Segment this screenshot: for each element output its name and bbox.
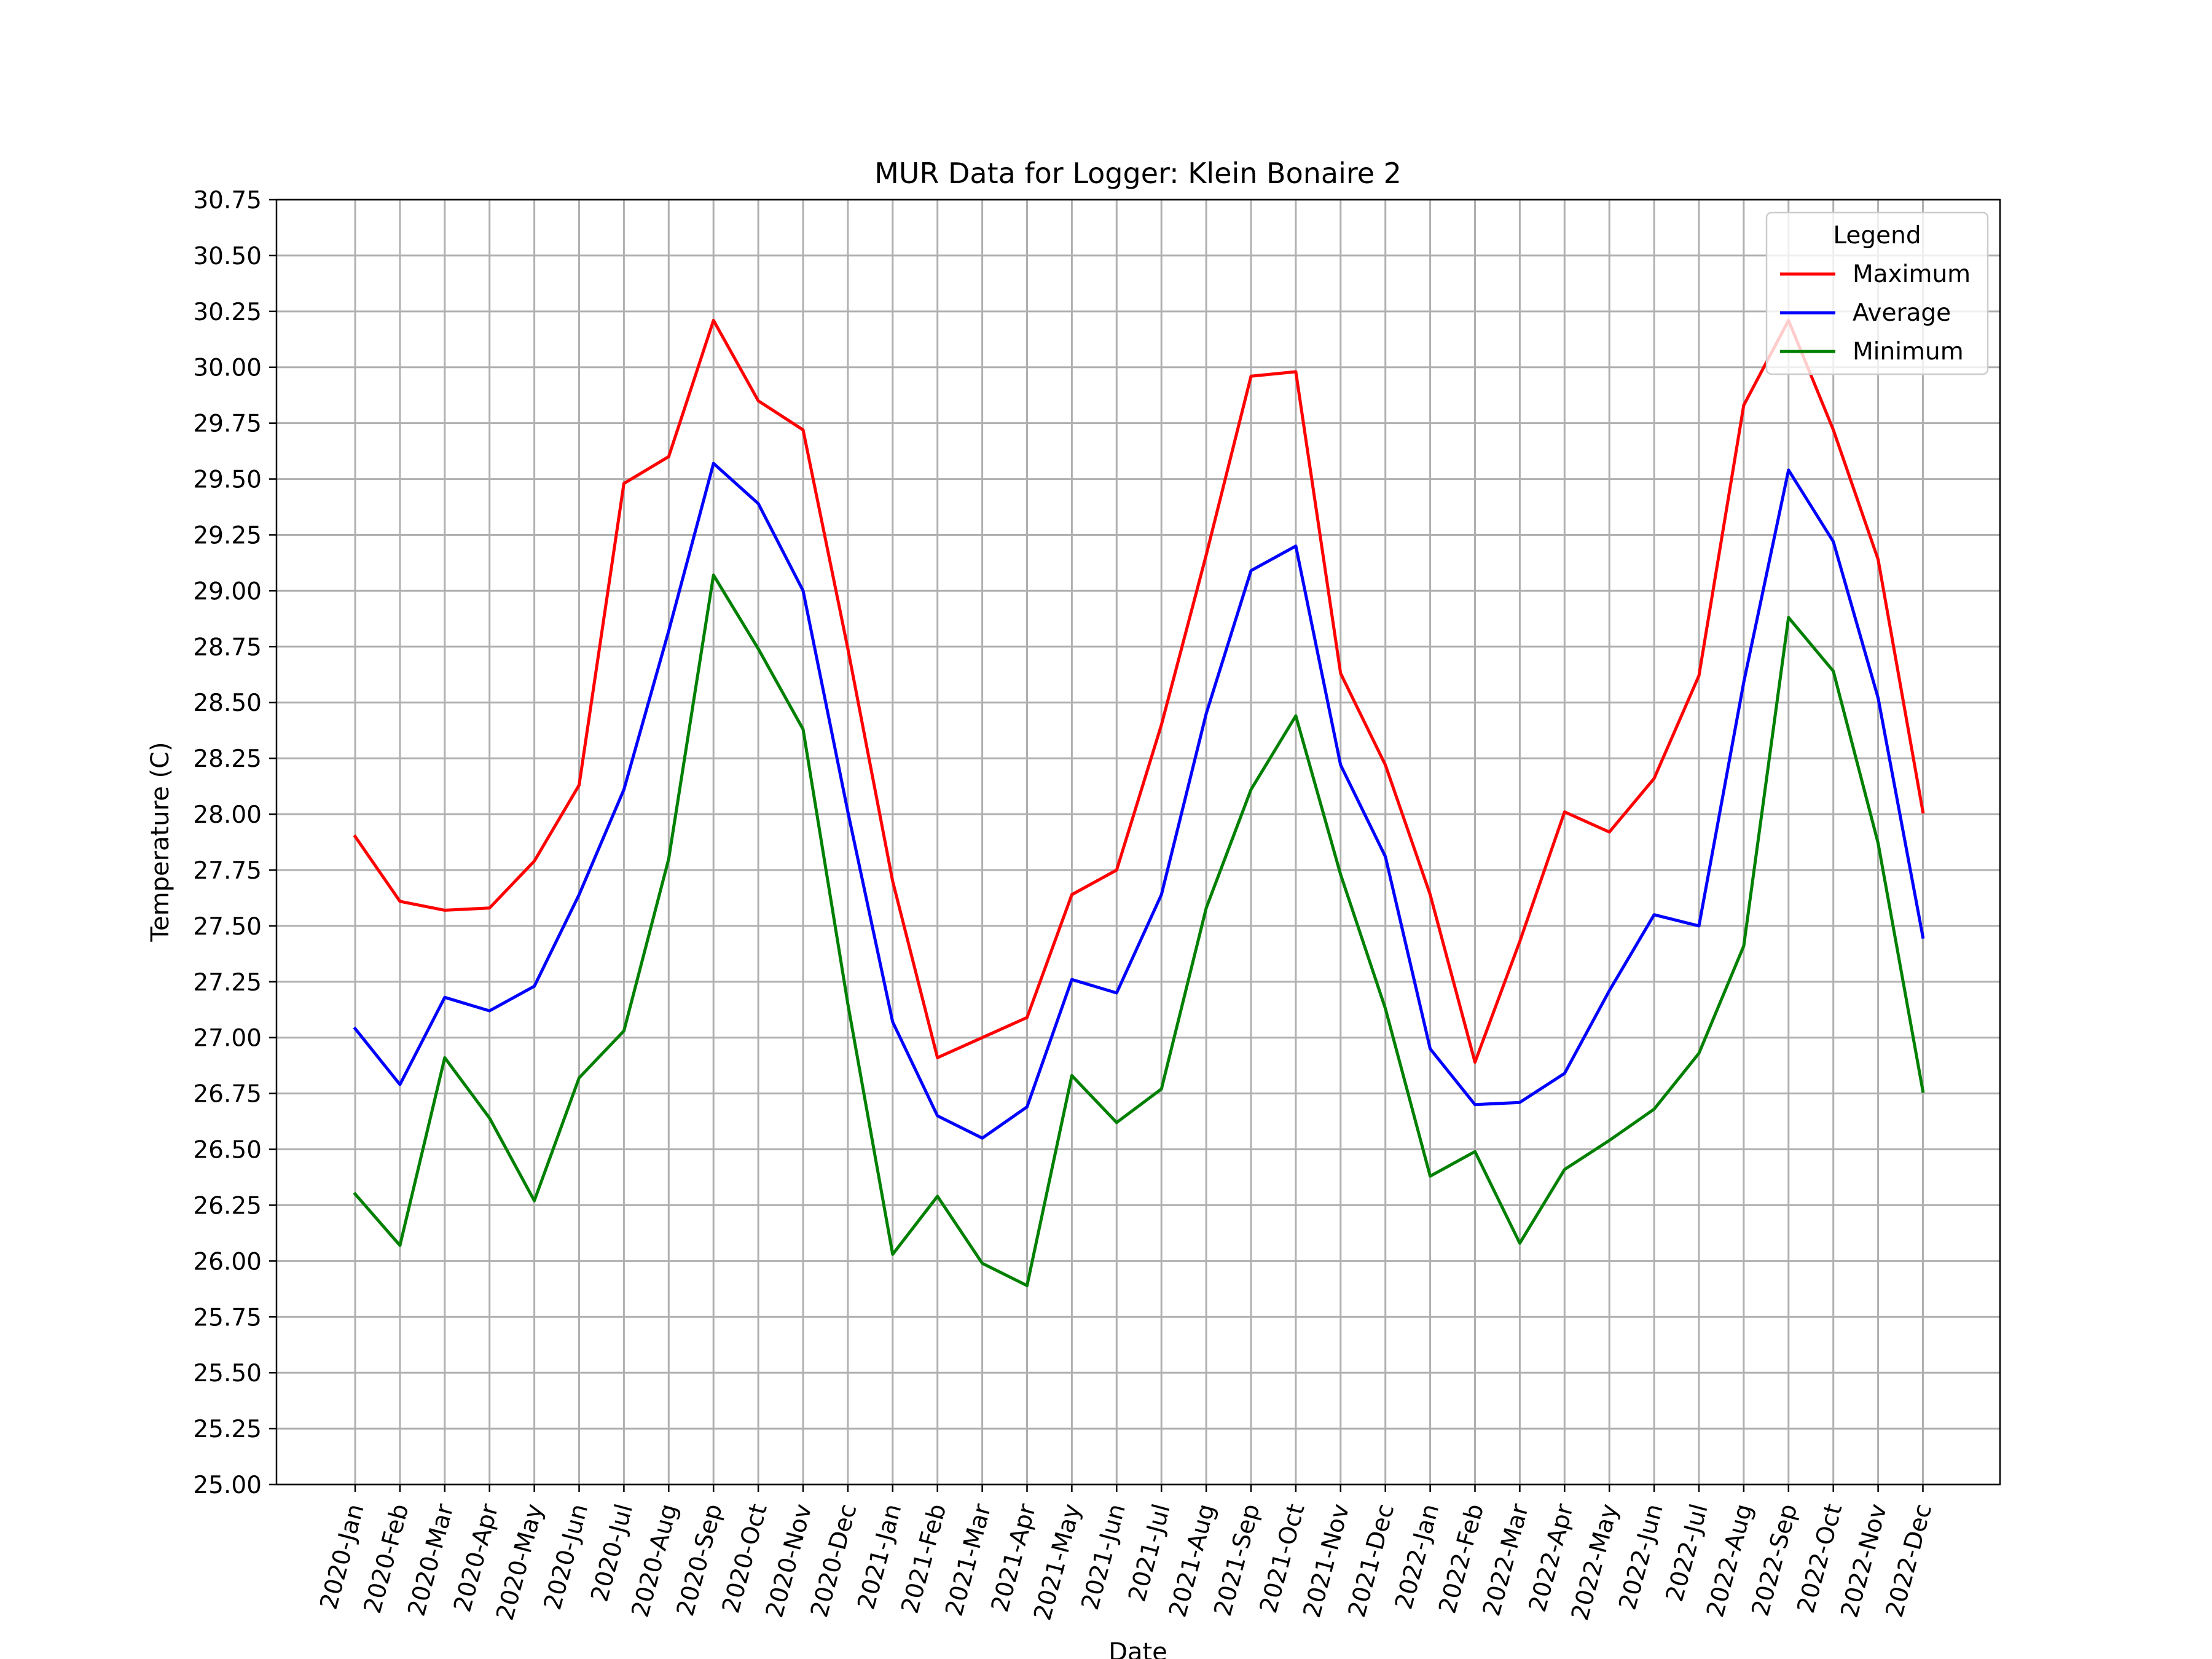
y-tick-label: 30.25 bbox=[193, 299, 262, 326]
y-tick-label: 28.25 bbox=[193, 745, 262, 773]
y-axis-ticks: 25.00 25.25 25.50 25.75 26.00 26.25 26.50 26.75… bbox=[193, 187, 276, 1499]
y-tick-label: 26.75 bbox=[193, 1081, 262, 1108]
x-tick-label: 2021-Jan bbox=[853, 1501, 908, 1612]
legend-label-maximum: Maximum bbox=[1853, 261, 1971, 288]
series-line-minimum bbox=[353, 573, 1925, 1287]
y-tick-label: 28.00 bbox=[193, 801, 262, 829]
y-tick-label: 25.50 bbox=[193, 1360, 262, 1387]
legend: Legend Maximum Average Minimum bbox=[1765, 211, 1989, 375]
y-tick-label: 29.50 bbox=[193, 466, 262, 494]
x-tick-label: 2022-Jan bbox=[1390, 1501, 1445, 1612]
plot-frame bbox=[275, 198, 2001, 1486]
series-lines bbox=[353, 318, 1925, 1287]
y-tick-label: 27.25 bbox=[193, 969, 262, 997]
x-tick-label: 2020-Jun bbox=[539, 1501, 594, 1613]
y-tick-label: 30.00 bbox=[193, 355, 262, 382]
y-tick-label: 27.50 bbox=[193, 913, 262, 941]
x-tick-label: 2022-Jun bbox=[1614, 1501, 1669, 1613]
y-tick-label: 26.50 bbox=[193, 1137, 262, 1164]
x-tick-label: 2021-Jun bbox=[1077, 1501, 1131, 1613]
y-tick-label: 28.75 bbox=[193, 633, 262, 661]
y-tick-label: 27.00 bbox=[193, 1025, 262, 1053]
y-tick-label: 25.75 bbox=[193, 1304, 262, 1332]
y-tick-label: 26.25 bbox=[193, 1192, 262, 1220]
y-tick-label: 29.75 bbox=[193, 410, 262, 438]
legend-label-average: Average bbox=[1853, 299, 1951, 327]
y-tick-label: 25.00 bbox=[193, 1472, 262, 1499]
y-tick-label: 29.25 bbox=[193, 522, 262, 549]
x-axis-label: Date bbox=[1108, 1638, 1167, 1659]
gridlines bbox=[276, 198, 2000, 1486]
legend-title: Legend bbox=[1833, 222, 1921, 249]
x-axis-ticks: 2020-Jan2020-Feb2020-Mar2020-Apr2020-May… bbox=[315, 1484, 1937, 1623]
y-tick-label: 30.75 bbox=[193, 187, 262, 214]
series-line-average bbox=[353, 461, 1925, 1140]
legend-box bbox=[1765, 211, 1989, 375]
y-tick-label: 30.50 bbox=[193, 243, 262, 270]
y-tick-label: 26.00 bbox=[193, 1248, 262, 1276]
x-tick-label: 2022-Jul bbox=[1661, 1501, 1714, 1605]
x-tick-label: 2020-Jul bbox=[586, 1501, 639, 1605]
x-tick-label: 2021-Jul bbox=[1123, 1501, 1176, 1605]
y-tick-label: 29.00 bbox=[193, 578, 262, 605]
chart-title: MUR Data for Logger: Klein Bonaire 2 bbox=[874, 157, 1402, 190]
legend-label-minimum: Minimum bbox=[1853, 338, 1964, 366]
y-axis-label: Temperature (C) bbox=[146, 742, 175, 942]
y-tick-label: 27.75 bbox=[193, 857, 262, 885]
y-tick-label: 25.25 bbox=[193, 1416, 262, 1443]
y-tick-label: 28.50 bbox=[193, 689, 262, 717]
series-line-maximum bbox=[353, 318, 1925, 1064]
x-tick-label: 2020-Jan bbox=[315, 1501, 370, 1612]
